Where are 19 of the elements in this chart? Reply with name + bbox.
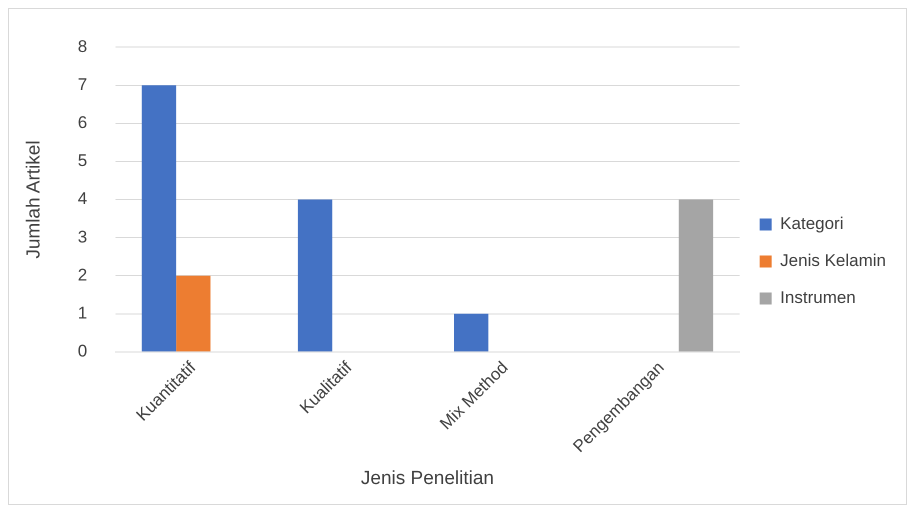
y-tick-label: 3 [78, 227, 88, 246]
y-tick-label: 5 [78, 151, 88, 170]
y-tick-label: 7 [78, 74, 88, 94]
legend-label: Jenis Kelamin [780, 251, 886, 270]
legend-label: Kategori [780, 214, 844, 234]
y-axis-title: Jumlah Artikel [24, 140, 45, 259]
bar [678, 200, 714, 352]
y-tick-label: 2 [78, 265, 88, 284]
bar [176, 276, 210, 352]
bar [298, 200, 332, 352]
y-tick-label: 6 [78, 113, 88, 132]
y-tick-label: 8 [78, 36, 88, 56]
y-tick-label: 4 [78, 189, 88, 208]
bar [454, 314, 488, 352]
bar [142, 85, 176, 352]
y-tick-label: 0 [78, 342, 88, 361]
y-tick-label: 1 [78, 303, 88, 322]
legend-label: Instrumen [780, 288, 856, 308]
x-axis-title: Jenis Penelitian [360, 468, 494, 489]
